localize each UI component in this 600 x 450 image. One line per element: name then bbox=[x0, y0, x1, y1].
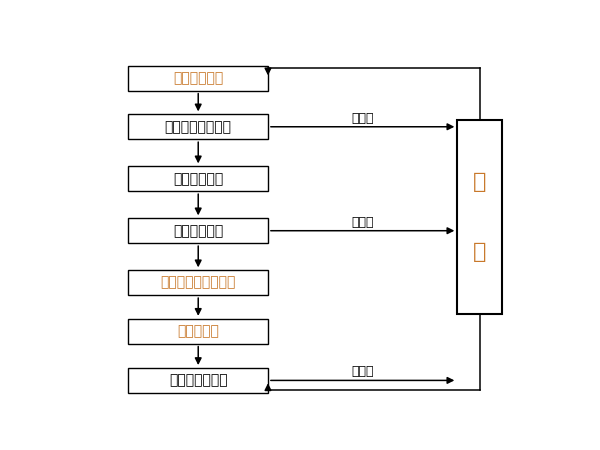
Text: 班组技术人员自检: 班组技术人员自检 bbox=[165, 120, 232, 134]
Bar bbox=[128, 66, 268, 91]
Text: 填报《质检通知单》: 填报《质检通知单》 bbox=[161, 276, 236, 290]
Text: 不合格: 不合格 bbox=[352, 365, 374, 378]
Bar bbox=[128, 270, 268, 295]
Text: 不合格: 不合格 bbox=[352, 216, 374, 229]
Text: 质检人员复检: 质检人员复检 bbox=[173, 224, 223, 238]
Text: 单项工序完成: 单项工序完成 bbox=[173, 71, 223, 85]
Text: 返: 返 bbox=[473, 172, 486, 192]
Bar bbox=[128, 166, 268, 191]
Bar bbox=[128, 114, 268, 139]
Text: 下一道工序: 下一道工序 bbox=[177, 324, 219, 338]
Bar bbox=[128, 218, 268, 243]
Text: 填报自检表格: 填报自检表格 bbox=[173, 172, 223, 186]
Text: 回: 回 bbox=[473, 242, 486, 262]
Bar bbox=[457, 120, 502, 314]
Text: 监理工程师验收: 监理工程师验收 bbox=[169, 374, 227, 387]
Text: 不合格: 不合格 bbox=[352, 112, 374, 125]
Bar bbox=[128, 319, 268, 344]
Bar bbox=[128, 368, 268, 393]
